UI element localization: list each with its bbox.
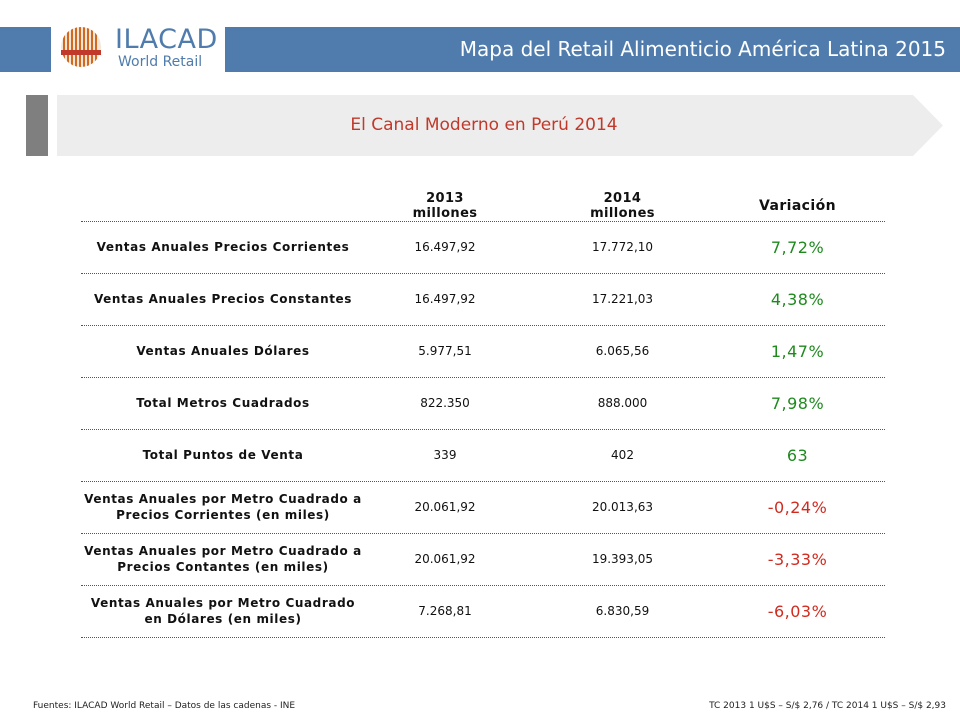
- row-divider: [81, 273, 885, 274]
- value-2013: 5.977,51: [418, 344, 472, 358]
- section-title: El Canal Moderno en Perú 2014: [350, 115, 618, 135]
- column-header-2013: 2013 millones: [412, 191, 478, 221]
- table-row: Total Puntos de Venta 339 402 63: [0, 429, 960, 481]
- variation-value: -0,24%: [767, 497, 828, 517]
- logo-subtitle: World Retail: [118, 54, 203, 70]
- row-label: Ventas Anuales Precios Constantes: [93, 292, 353, 306]
- value-2014: 17.772,10: [591, 240, 654, 254]
- logo-globe-icon: [61, 27, 101, 67]
- value-2014: 6.065,56: [595, 344, 650, 358]
- table-row: Ventas Anuales por Metro Cuadrado a Prec…: [0, 481, 960, 533]
- table-row: Ventas Anuales por Metro Cuadrado a Prec…: [0, 533, 960, 585]
- variation-value: 1,47%: [770, 341, 825, 361]
- table-row: Ventas Anuales Dólares 5.977,51 6.065,56 1,…: [0, 325, 960, 377]
- value-2013: 339: [433, 448, 457, 462]
- page-title: Mapa del Retail Alimenticio América Lati…: [459, 37, 946, 61]
- value-2014: 402: [611, 448, 634, 462]
- value-2013: 20.061,92: [414, 552, 476, 566]
- table-row: Ventas Anuales Precios Constantes 16.497,…: [0, 273, 960, 325]
- row-label: Ventas Anuales Precios Corrientes: [96, 240, 350, 254]
- banner-arrow-shape: [57, 95, 943, 156]
- row-divider: [81, 325, 885, 326]
- value-2014: 888.000: [597, 396, 648, 410]
- row-divider: [81, 377, 885, 378]
- row-label: Ventas Anuales por Metro Cuadrado en Dól…: [90, 596, 356, 626]
- variation-value: 7,72%: [770, 237, 825, 257]
- value-2013: 822.350: [420, 396, 470, 410]
- value-2014: 17.221,03: [591, 292, 654, 306]
- ilacad-logo: ILACAD World Retail: [51, 21, 225, 72]
- row-label: Ventas Anuales por Metro Cuadrado a Prec…: [84, 544, 362, 574]
- column-header-2014: 2014 millones: [590, 191, 655, 221]
- variation-value: -3,33%: [767, 549, 828, 569]
- row-label: Total Puntos de Venta: [142, 448, 304, 462]
- variation-value: 63: [786, 445, 809, 465]
- table-row: Total Metros Cuadrados 822.350 888.000 7,98…: [0, 377, 960, 429]
- footer-exchange-rate: TC 2013 1 U$S – S/$ 2,76 / TC 2014 1 U$S…: [709, 701, 946, 711]
- row-label: Ventas Anuales por Metro Cuadrado a Prec…: [84, 492, 362, 522]
- row-divider: [81, 221, 885, 222]
- row-label: Ventas Anuales Dólares: [136, 344, 310, 358]
- row-divider: [81, 637, 885, 638]
- banner-accent-bar: [26, 95, 48, 156]
- column-header-variation: Variación: [759, 198, 836, 214]
- value-2014: 6.830,59: [595, 604, 650, 618]
- value-2014: 20.013,63: [591, 500, 654, 514]
- table-row: Ventas Anuales por Metro Cuadrado en Dól…: [0, 585, 960, 637]
- value-2013: 20.061,92: [414, 500, 476, 514]
- value-2013: 16.497,92: [414, 240, 476, 254]
- row-divider: [81, 585, 885, 586]
- row-divider: [81, 429, 885, 430]
- table-row: Ventas Anuales Precios Corrientes 16.497,…: [0, 221, 960, 273]
- row-divider: [81, 533, 885, 534]
- row-divider: [81, 481, 885, 482]
- value-2013: 16.497,92: [414, 292, 476, 306]
- logo-title: ILACAD: [115, 24, 218, 55]
- row-label: Total Metros Cuadrados: [136, 396, 310, 410]
- variation-value: 7,98%: [770, 393, 825, 413]
- variation-value: -6,03%: [767, 601, 828, 621]
- value-2013: 7.268,81: [418, 604, 472, 618]
- footer-sources: Fuentes: ILACAD World Retail – Datos de …: [33, 701, 296, 711]
- value-2014: 19.393,05: [591, 552, 654, 566]
- variation-value: 4,38%: [770, 289, 825, 309]
